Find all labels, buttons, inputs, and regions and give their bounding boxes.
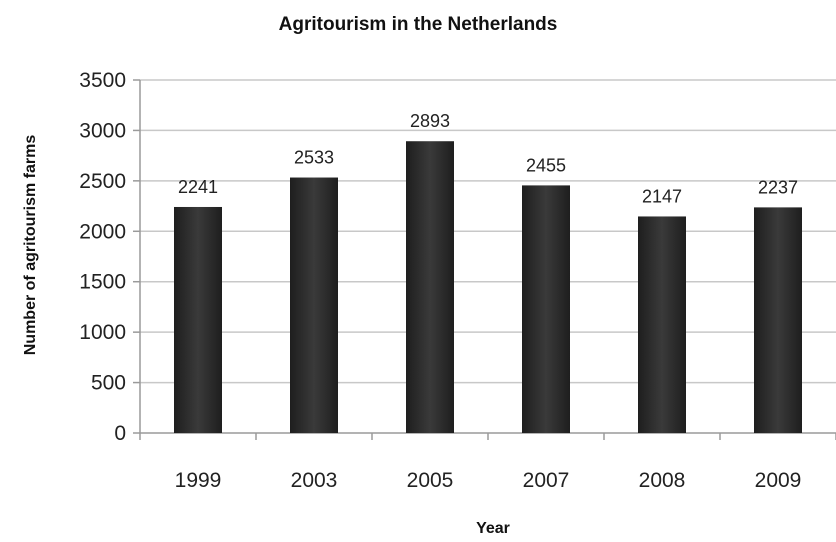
x-axis-label: Year (476, 520, 510, 537)
x-tick-label-2009: 2009 (755, 469, 802, 492)
y-tick-label: 2000 (79, 220, 126, 243)
y-tick-label: 1000 (79, 321, 126, 344)
bar-2009 (754, 207, 802, 433)
y-tick-label: 0 (114, 422, 126, 445)
data-label-2005: 2893 (410, 111, 450, 131)
bar-2003 (290, 177, 338, 433)
data-label-2009: 2237 (758, 177, 798, 197)
data-label-2008: 2147 (642, 186, 682, 206)
y-tick-label: 1500 (79, 271, 126, 294)
bar-2005 (406, 141, 454, 434)
data-label-2003: 2533 (294, 148, 334, 168)
bar-1999 (174, 206, 222, 433)
x-tick-label-2007: 2007 (523, 469, 570, 492)
bar-2007 (522, 185, 570, 433)
data-label-1999: 2241 (178, 177, 218, 197)
bar-2008 (638, 216, 686, 433)
y-tick-label: 500 (91, 372, 126, 395)
y-tick-label: 2500 (79, 170, 126, 193)
data-label-2007: 2455 (526, 155, 566, 175)
x-tick-label-2008: 2008 (639, 469, 686, 492)
chart-title: Agritourism in the Netherlands (278, 14, 558, 35)
x-tick-label-2005: 2005 (407, 469, 454, 492)
x-tick-label-2003: 2003 (291, 469, 338, 492)
y-tick-label: 3000 (79, 119, 126, 142)
y-tick-label: 3500 (79, 69, 126, 92)
x-tick-label-1999: 1999 (175, 469, 222, 492)
